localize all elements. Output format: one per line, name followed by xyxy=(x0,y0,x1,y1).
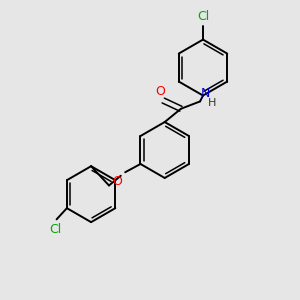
Text: H: H xyxy=(207,98,216,108)
Text: Cl: Cl xyxy=(197,11,209,23)
Text: O: O xyxy=(112,175,122,188)
Text: Cl: Cl xyxy=(49,223,61,236)
Text: O: O xyxy=(155,85,165,98)
Text: N: N xyxy=(201,87,210,100)
